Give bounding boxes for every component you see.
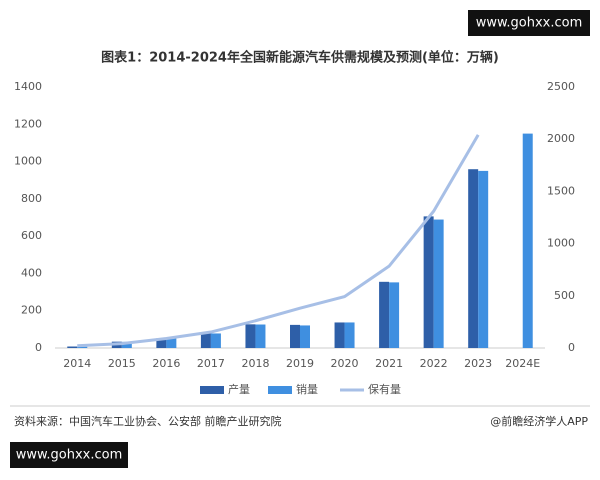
x-tick-label: 2016 [152, 357, 180, 370]
watermark-box [468, 10, 590, 36]
legend-swatch [268, 386, 292, 394]
y2-tick-label: 2500 [547, 80, 575, 93]
legend-label: 产量 [228, 382, 250, 396]
y-tick-label: 400 [21, 266, 42, 279]
y2-tick-label: 1500 [547, 184, 575, 197]
bar [433, 219, 444, 348]
x-tick-label: 2018 [241, 357, 269, 370]
bar [468, 169, 479, 348]
y2-tick-label: 0 [568, 341, 575, 354]
line [77, 134, 480, 348]
bar [245, 324, 256, 348]
watermark: www.gohxx.com [476, 16, 583, 31]
bar [200, 333, 211, 348]
legend-label: 销量 [296, 382, 318, 396]
bar [423, 216, 434, 348]
credit: @前瞻经济学人APP [490, 414, 588, 428]
x-tick-label: 2021 [375, 357, 403, 370]
legend-label: 保有量 [368, 382, 401, 396]
bar [255, 324, 266, 348]
x-tick-label: 2017 [197, 357, 225, 370]
x-tick-label: 2023 [464, 357, 492, 370]
bar [67, 346, 78, 348]
bar [334, 322, 345, 348]
x-tick-label: 2024E [505, 357, 540, 370]
y-tick-label: 600 [21, 229, 42, 242]
bar [210, 333, 221, 348]
bar [379, 281, 390, 348]
source: 资料来源：中国汽车工业协会、公安部 前瞻产业研究院 [14, 414, 282, 428]
bar [77, 346, 88, 348]
x-tick-label: 2019 [286, 357, 314, 370]
bar [290, 324, 300, 348]
x-tick-label: 2022 [420, 357, 448, 370]
y2-tick-label: 2000 [547, 132, 575, 145]
y-tick-label: 1000 [14, 155, 42, 168]
y-tick-label: 0 [35, 341, 42, 354]
bar [478, 170, 489, 348]
x-tick-label: 2014 [63, 357, 91, 370]
y2-tick-label: 1000 [547, 237, 575, 250]
chart-title: 图表1：2014-2024年全国新能源汽车供需规模及预测(单位：万辆) [101, 50, 499, 66]
bar [156, 338, 167, 348]
y-tick-label: 200 [21, 304, 42, 317]
y-tick-label: 1200 [14, 117, 42, 130]
bar [389, 282, 400, 348]
bar [121, 341, 132, 348]
watermark-box [10, 442, 128, 468]
y-tick-label: 1400 [14, 80, 42, 93]
watermark: www.gohxx.com [16, 448, 123, 463]
bar [344, 322, 355, 348]
x-tick-label: 2015 [108, 357, 136, 370]
bar [166, 338, 177, 348]
x-tick-label: 2020 [331, 357, 359, 370]
bar [522, 133, 533, 348]
y-tick-label: 800 [21, 192, 42, 205]
legend-swatch [200, 386, 224, 394]
bar [300, 325, 310, 348]
y2-tick-label: 500 [554, 289, 575, 302]
